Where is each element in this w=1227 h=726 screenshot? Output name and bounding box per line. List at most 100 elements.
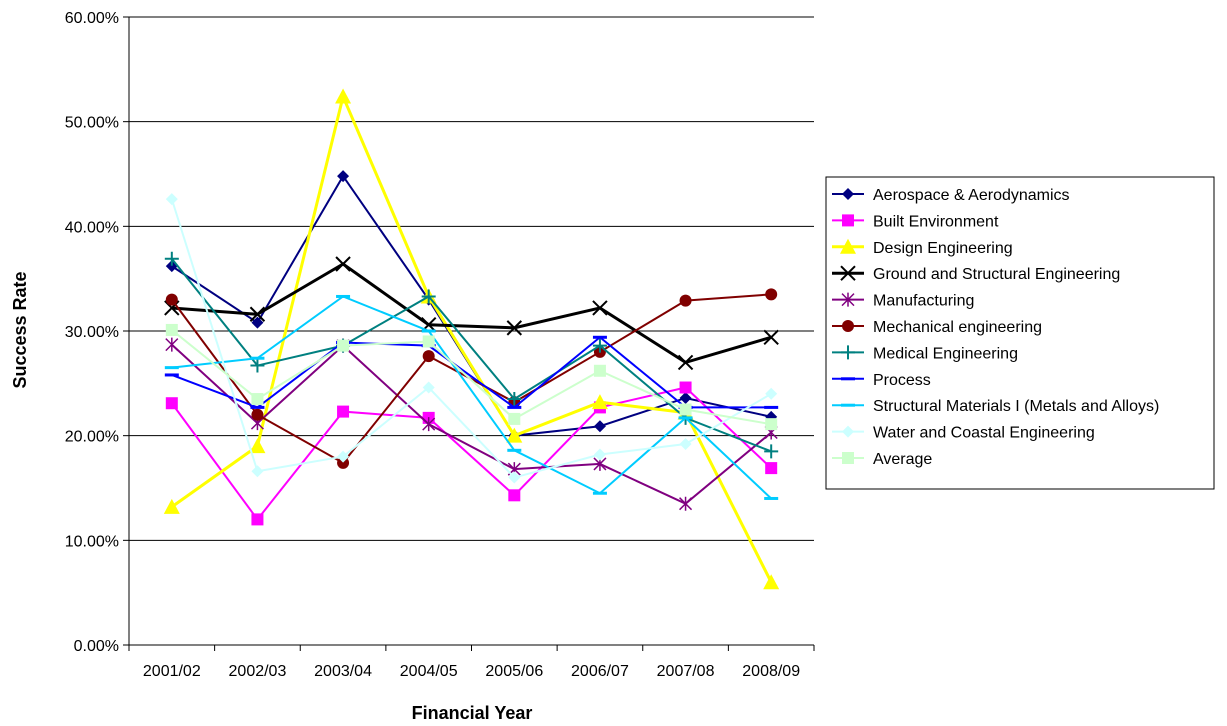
data-point	[765, 387, 778, 400]
data-point	[165, 323, 178, 336]
data-point	[508, 471, 521, 484]
data-point	[842, 214, 854, 227]
legend-label: Process	[873, 372, 931, 389]
data-point	[841, 292, 855, 307]
series-1	[165, 381, 778, 526]
data-point	[764, 444, 779, 459]
legend: Aerospace & Aerodynamics Built Environmen…	[825, 176, 1215, 490]
data-point	[337, 450, 350, 463]
series-line	[170, 91, 773, 583]
data-point	[250, 358, 265, 373]
y-tick-label: 20.00%	[65, 429, 119, 446]
series-line	[171, 258, 772, 453]
data-point	[593, 364, 606, 377]
data-point	[841, 345, 855, 360]
series-line	[171, 343, 772, 505]
series-line	[171, 295, 772, 500]
data-point	[422, 381, 435, 394]
x-tick-label: 2002/03	[229, 663, 287, 680]
x-tick-labels: 2001/02 2002/03 2003/04 2004/05 2005/06 2006/…	[128, 645, 815, 680]
data-point	[679, 496, 693, 511]
data-point	[163, 498, 180, 514]
series-line	[171, 386, 772, 522]
legend-label: Water and Coastal Engineering	[873, 425, 1095, 442]
series-6	[164, 251, 779, 459]
legend-item: Built Environment	[832, 213, 999, 230]
data-point	[593, 448, 606, 461]
legend-item: Design Engineering	[832, 238, 1013, 257]
legend-item: Structural Materials I (Metals and Alloy…	[832, 398, 1159, 415]
data-point	[592, 300, 608, 316]
data-point	[679, 438, 692, 451]
legend-label: Average	[873, 451, 932, 468]
y-axis-title: Success Rate	[10, 271, 30, 388]
series-line	[171, 262, 772, 365]
series-8	[164, 294, 779, 500]
legend-label: Ground and Structural Engineering	[873, 266, 1120, 283]
data-point	[593, 420, 606, 433]
data-point	[165, 293, 178, 306]
legend-label: Built Environment	[873, 213, 999, 230]
data-point	[592, 338, 607, 353]
data-point	[842, 188, 854, 200]
series-line	[171, 329, 772, 426]
legend-box	[825, 176, 1215, 490]
series-line	[170, 198, 772, 479]
data-point	[508, 489, 521, 502]
legend-item: Manufacturing	[832, 292, 974, 310]
y-tick-label: 50.00%	[65, 115, 119, 132]
x-tick-label: 2007/08	[657, 663, 715, 680]
data-point	[251, 513, 264, 526]
data-point	[337, 456, 350, 469]
data-point	[164, 251, 179, 266]
data-point	[842, 320, 854, 332]
data-point	[506, 427, 523, 443]
data-point	[840, 265, 856, 281]
series-10	[165, 323, 778, 431]
data-point	[422, 417, 436, 432]
data-point	[679, 403, 692, 416]
x-tick-label: 2004/05	[400, 663, 458, 680]
legend-item: Medical Engineering	[832, 345, 1018, 362]
data-point	[842, 452, 854, 464]
data-point	[677, 354, 694, 371]
data-point	[165, 193, 178, 206]
data-point	[165, 397, 178, 410]
data-point	[337, 170, 350, 183]
data-point	[422, 335, 435, 348]
data-point	[679, 381, 692, 394]
x-tick-label: 2003/04	[314, 663, 372, 680]
gridlines	[129, 16, 814, 541]
data-point	[251, 408, 264, 421]
data-point	[422, 350, 435, 363]
legend-item: Average	[832, 451, 932, 468]
legend-item: Aerospace & Aerodynamics	[832, 187, 1070, 204]
series-9	[165, 193, 778, 484]
data-point	[506, 320, 523, 336]
legend-label: Mechanical engineering	[873, 319, 1042, 336]
data-point	[763, 574, 780, 590]
data-point	[251, 393, 264, 406]
data-point	[165, 337, 179, 352]
data-point	[591, 394, 608, 410]
data-point	[335, 256, 351, 272]
data-point	[507, 392, 522, 407]
data-point	[249, 306, 266, 322]
y-tick-label: 0.00%	[74, 638, 119, 655]
data-point	[337, 405, 350, 418]
data-point	[337, 339, 350, 352]
legend-label: Aerospace & Aerodynamics	[873, 187, 1070, 204]
series-3	[164, 256, 779, 371]
data-point	[763, 329, 779, 345]
data-point	[335, 88, 352, 104]
x-tick-label: 2005/06	[485, 663, 543, 680]
x-tick-label: 2008/09	[742, 663, 800, 680]
data-point	[421, 289, 436, 304]
data-point	[251, 465, 264, 478]
legend-item: Ground and Structural Engineering	[832, 265, 1120, 283]
data-point	[765, 418, 778, 431]
y-tick-label: 10.00%	[65, 533, 119, 550]
data-point	[508, 412, 521, 425]
data-point	[679, 391, 692, 404]
